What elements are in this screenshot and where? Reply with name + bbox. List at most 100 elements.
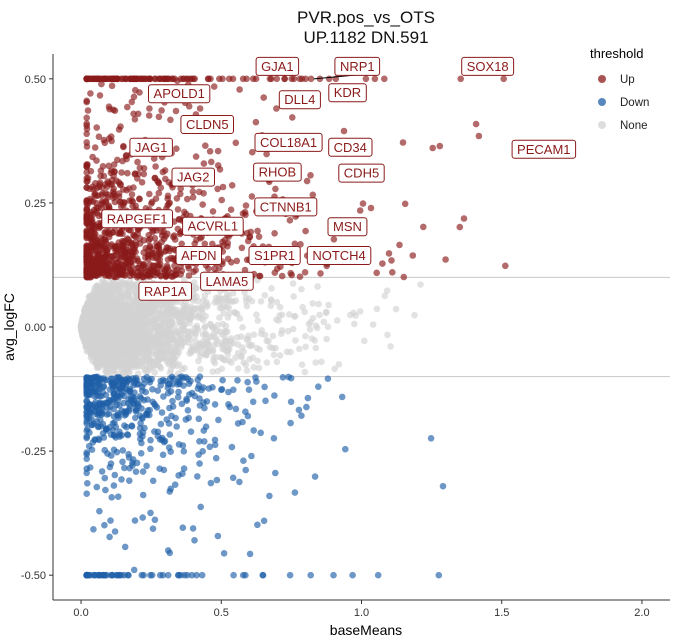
data-point-none — [193, 293, 200, 301]
data-point-down — [110, 398, 117, 406]
data-point-down — [149, 477, 157, 485]
data-point-none — [287, 348, 294, 356]
data-point-none — [119, 338, 127, 346]
data-point-none — [80, 327, 88, 335]
data-point-up — [238, 244, 246, 252]
gene-label-text: GJA1 — [261, 59, 294, 74]
data-point-none — [118, 355, 125, 362]
data-point-none — [392, 305, 400, 313]
data-point-none — [135, 325, 142, 333]
data-point-none — [192, 331, 199, 339]
data-point-none — [243, 367, 251, 374]
x-axis-label: baseMeans — [330, 622, 402, 638]
data-point-up — [120, 143, 127, 151]
data-point-up — [502, 262, 509, 270]
data-point-none — [278, 330, 285, 338]
data-point-up — [172, 107, 180, 115]
data-point-none — [314, 283, 321, 290]
data-point-down — [272, 469, 279, 477]
data-point-up — [172, 267, 179, 275]
data-point-up — [129, 198, 136, 205]
legend-label-up: Up — [620, 74, 635, 86]
data-point-down — [123, 423, 130, 431]
data-point-up — [158, 107, 165, 114]
chart-title: PVR.pos_vs_OTS — [297, 8, 435, 27]
gene-label-sox18: SOX18 — [461, 56, 515, 76]
data-point-none — [298, 285, 305, 293]
gene-label-jag1: JAG1 — [129, 137, 173, 157]
data-point-none — [212, 294, 220, 302]
chart-subtitle: UP.1182 DN.591 — [303, 28, 428, 47]
data-point-down — [244, 412, 252, 420]
data-point-down — [139, 433, 146, 440]
data-point-up — [160, 228, 167, 235]
data-point-down — [196, 438, 203, 445]
data-point-up — [214, 147, 222, 155]
data-point-up — [127, 75, 134, 83]
data-point-up — [134, 175, 141, 182]
data-point-none — [212, 353, 220, 361]
data-point-down — [149, 386, 156, 393]
data-point-up — [90, 242, 97, 249]
data-point-up — [218, 196, 225, 204]
data-point-up — [108, 137, 115, 145]
data-point-up — [246, 233, 253, 241]
data-point-up — [127, 239, 134, 246]
gene-label-box — [171, 167, 215, 187]
data-point-down — [106, 463, 114, 471]
data-point-none — [108, 325, 115, 333]
data-point-down — [242, 466, 249, 474]
data-point-up — [87, 208, 95, 216]
data-point-up — [84, 177, 91, 185]
gene-label-rap1a: RAP1A — [138, 281, 192, 301]
data-point-up — [96, 179, 104, 186]
data-point-down — [83, 449, 90, 456]
data-point-down — [116, 431, 123, 438]
data-point-none — [122, 281, 130, 289]
data-point-down — [225, 388, 232, 396]
points-layer — [77, 75, 509, 579]
data-point-down — [85, 442, 93, 450]
legend-label-none: None — [620, 120, 648, 132]
gene-label-acvrl1: ACVRL1 — [182, 216, 244, 236]
data-point-down — [125, 571, 132, 579]
data-point-up — [307, 172, 314, 179]
data-point-up — [83, 220, 90, 227]
data-point-down — [298, 412, 305, 420]
data-point-none — [257, 298, 265, 305]
gene-label-text: JAG2 — [177, 170, 210, 185]
data-point-up — [126, 256, 133, 264]
data-point-down — [137, 450, 145, 457]
data-point-none — [83, 342, 90, 350]
data-point-none — [269, 344, 277, 352]
data-point-down — [84, 480, 91, 487]
data-point-none — [240, 348, 247, 355]
data-point-down — [114, 493, 122, 501]
data-point-up — [162, 175, 169, 183]
gene-label-msn: MSN — [327, 217, 368, 237]
data-point-none — [224, 297, 232, 305]
data-point-up — [83, 139, 90, 146]
data-point-none — [197, 365, 204, 373]
gene-label-box — [175, 246, 223, 265]
data-point-up — [104, 246, 111, 253]
data-point-none — [239, 324, 246, 331]
data-point-up — [171, 75, 178, 83]
data-point-up — [125, 185, 133, 192]
data-point-down — [374, 571, 382, 579]
data-point-down — [125, 376, 133, 383]
data-point-up — [219, 183, 227, 191]
data-point-up — [98, 192, 105, 199]
data-point-none — [298, 361, 306, 369]
data-point-none — [222, 322, 230, 330]
data-point-none — [249, 354, 256, 362]
data-point-none — [206, 333, 214, 341]
data-point-down — [151, 516, 159, 524]
gene-label-text: CD34 — [334, 140, 367, 155]
data-point-up — [131, 244, 139, 251]
data-point-none — [245, 332, 252, 340]
y-tick-label: 0.00 — [25, 322, 46, 334]
data-point-none — [369, 321, 377, 328]
data-point-up — [174, 206, 182, 213]
data-point-up — [429, 144, 437, 152]
